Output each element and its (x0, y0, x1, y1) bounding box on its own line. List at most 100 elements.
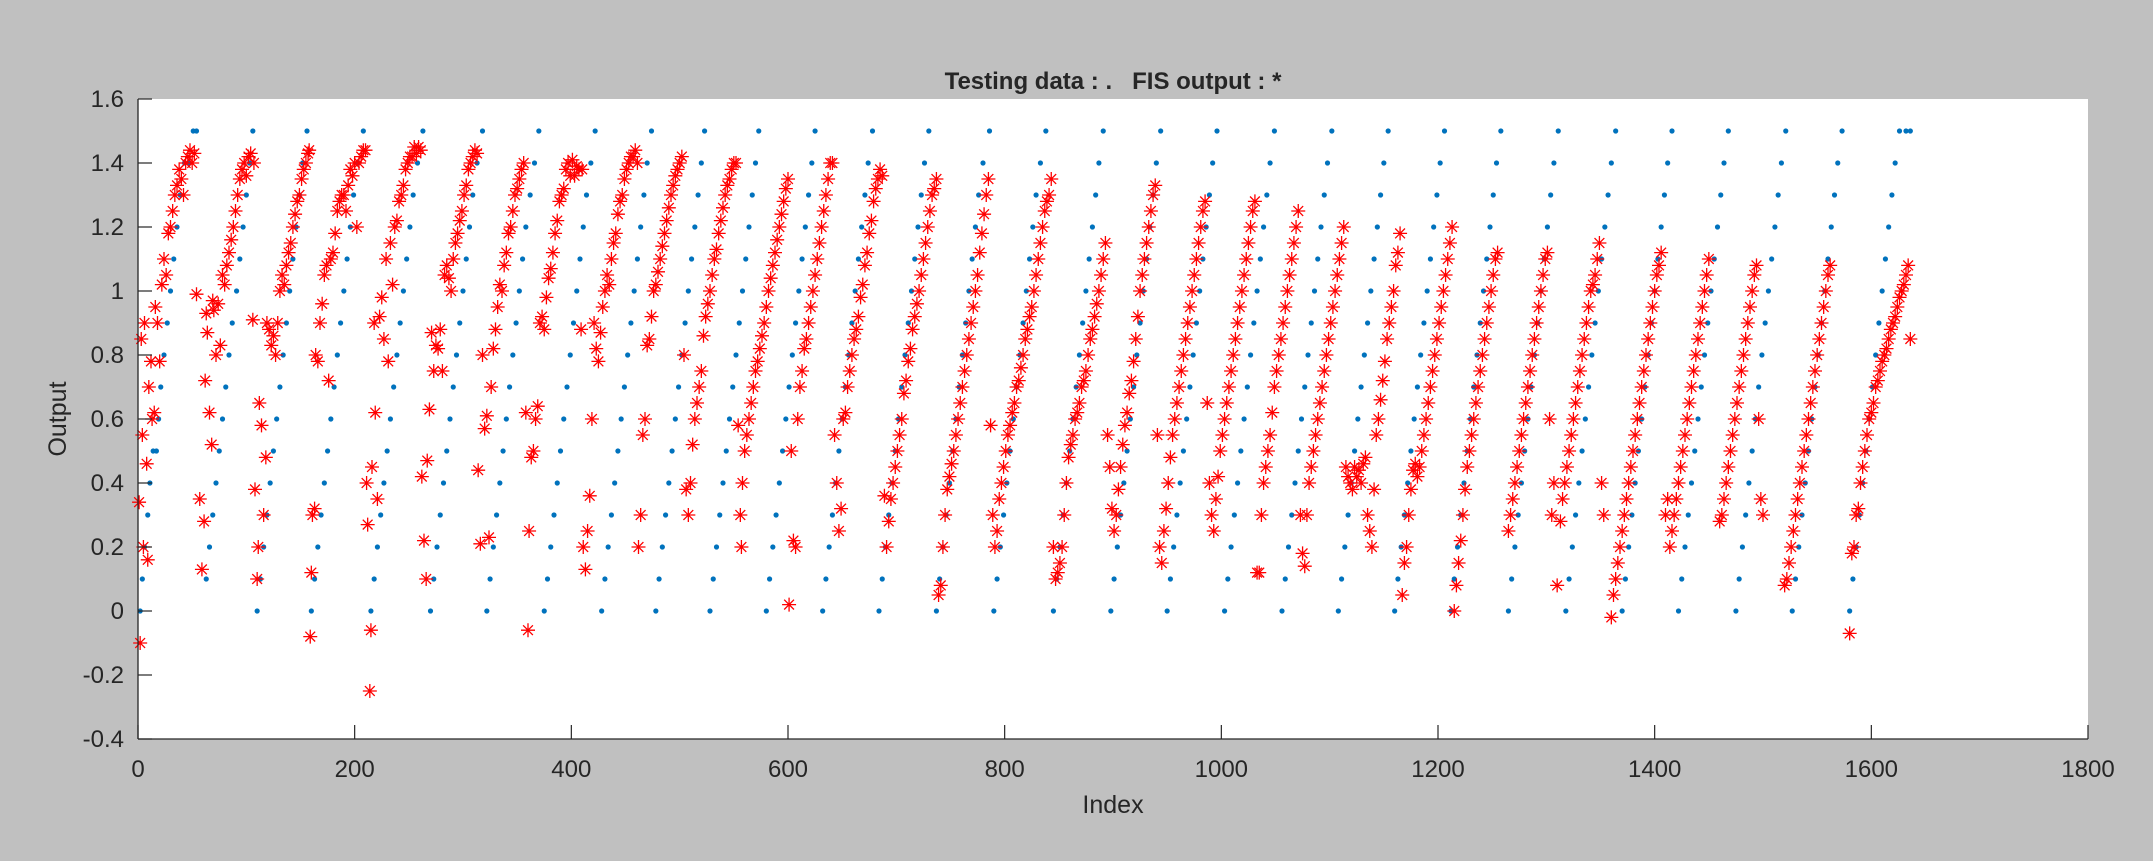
testing-data-point (484, 608, 490, 614)
fis-output-point (345, 168, 360, 183)
testing-data-point (1234, 480, 1241, 486)
fis-output-point (870, 172, 885, 186)
testing-data-point (410, 192, 416, 198)
fis-output-point (1570, 380, 1585, 394)
fis-output-point (683, 476, 698, 490)
fis-output-point (818, 188, 833, 202)
fis-output-point (163, 220, 178, 234)
testing-data-point (283, 320, 290, 326)
testing-data-point (1675, 608, 1682, 614)
fis-output-point (724, 162, 739, 177)
testing-data-point (1177, 480, 1183, 486)
fis-output-point (1187, 268, 1202, 282)
fis-output-point (495, 284, 509, 298)
fis-output-point (1241, 236, 1256, 250)
fis-output-point (1529, 316, 1544, 330)
fis-output-point (1468, 396, 1483, 410)
testing-data-point (799, 256, 805, 262)
fis-output-point (1525, 348, 1540, 362)
fis-output-point (1000, 428, 1015, 442)
fis-output-point (1208, 492, 1223, 506)
fis-output-point (1564, 428, 1579, 442)
testing-data-point (876, 608, 882, 614)
testing-data-point (662, 512, 669, 518)
fis-output-point (277, 277, 292, 292)
fis-output-point (1061, 450, 1076, 465)
fis-output-point (205, 293, 220, 308)
fis-output-point (154, 277, 169, 292)
testing-data-point (139, 576, 145, 582)
fis-output-point (1395, 588, 1410, 602)
testing-data-point (1595, 288, 1601, 294)
fis-output-point (288, 207, 303, 222)
fis-output-point (1172, 380, 1187, 394)
fis-output-point (1632, 396, 1647, 410)
fis-output-point (499, 245, 514, 260)
fis-output-point (694, 364, 709, 378)
fis-output-point (821, 172, 836, 186)
testing-data-point (500, 448, 506, 454)
fis-output-point (979, 188, 994, 202)
fis-output-point (961, 332, 976, 346)
fis-output-point (1211, 469, 1226, 484)
fis-output-point (250, 572, 265, 586)
fis-output-point (735, 476, 750, 490)
testing-data-point (1197, 288, 1203, 294)
testing-data-point (219, 416, 226, 422)
fis-output-point (275, 268, 290, 282)
fis-output-point (157, 252, 171, 266)
testing-data-point (1381, 160, 1387, 166)
testing-data-point (420, 128, 426, 134)
fis-output-point (589, 341, 604, 356)
testing-data-point (1441, 128, 1448, 134)
fis-output-point (1330, 268, 1345, 282)
fis-output-point (1226, 348, 1241, 362)
fis-output-point (441, 271, 456, 286)
testing-data-point (849, 320, 855, 326)
testing-data-point (1725, 128, 1731, 134)
fis-output-point (655, 239, 670, 254)
fis-output-point (439, 258, 454, 273)
fis-output-point (385, 277, 400, 292)
fis-output-point (679, 482, 694, 497)
fis-output-point (1518, 396, 1533, 410)
fis-output-point (202, 405, 217, 420)
fis-output-point (281, 245, 296, 260)
testing-data-point (855, 256, 862, 262)
fis-output-point (664, 188, 678, 202)
fis-output-point (1256, 476, 1271, 490)
testing-data-point (1368, 288, 1374, 294)
fis-output-point (524, 450, 539, 465)
fis-output-point (1351, 463, 1366, 478)
testing-data-point (1759, 352, 1765, 358)
fis-output-point (1122, 386, 1137, 401)
y-tick-label: 1.6 (91, 86, 124, 113)
testing-data-point (167, 288, 174, 294)
testing-data-point (1796, 544, 1802, 550)
testing-data-point (1718, 192, 1724, 198)
fis-output-point (400, 156, 415, 170)
testing-data-point (216, 448, 222, 454)
testing-data-point (1264, 192, 1270, 198)
testing-data-point (270, 448, 277, 454)
testing-data-point (1626, 544, 1632, 550)
fis-output-point (251, 540, 266, 554)
fis-output-point (1503, 508, 1518, 522)
fis-output-point (992, 492, 1007, 506)
fis-output-point (1808, 364, 1822, 378)
fis-output-point (1230, 316, 1245, 330)
fis-output-point (268, 348, 283, 362)
fis-output-point (799, 332, 814, 346)
fis-output-point (1801, 412, 1816, 426)
testing-data-point (1876, 320, 1882, 326)
fis-output-point (877, 488, 892, 503)
testing-data-point (1743, 512, 1749, 518)
y-tick-label: 1.2 (91, 214, 124, 241)
fis-output-point (1195, 204, 1210, 218)
fis-output-point (955, 380, 970, 394)
fis-output-point (1176, 348, 1191, 362)
fis-output-point (1505, 492, 1520, 506)
fis-output-point (1258, 460, 1273, 474)
fis-output-point (176, 188, 191, 202)
